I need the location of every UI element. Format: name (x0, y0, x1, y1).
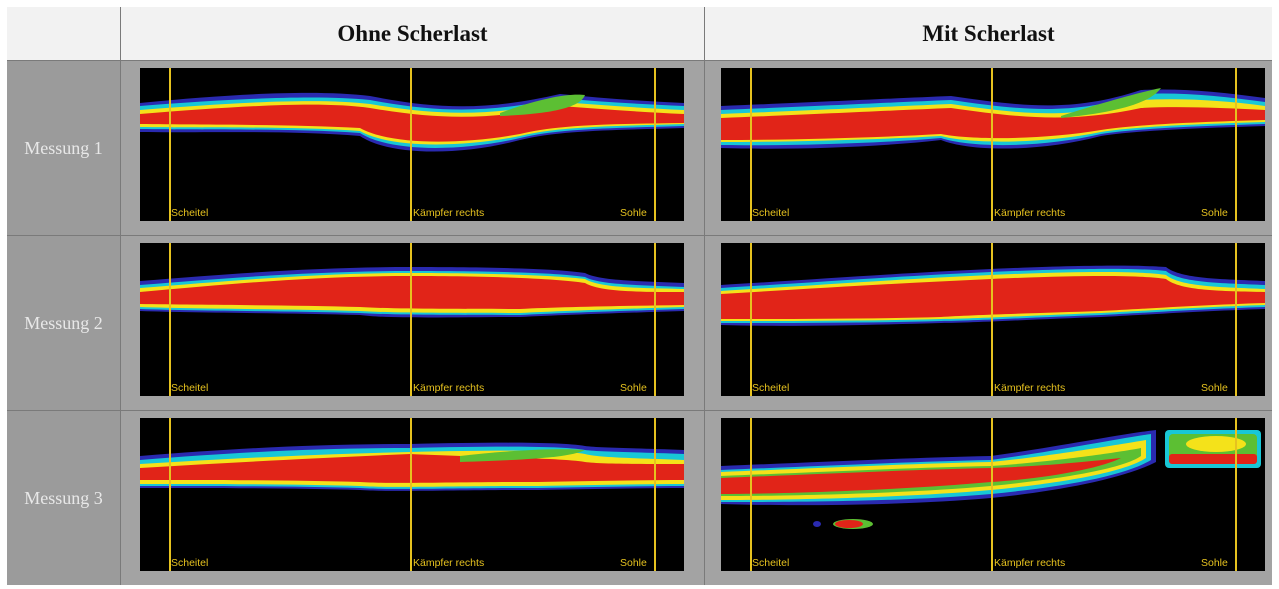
pressure-map: Scheitel Kämpfer rechts Sohle (140, 68, 684, 221)
grid-divider (120, 7, 121, 585)
marker-line-kaempfer (991, 418, 993, 571)
marker-line-sohle (1235, 68, 1237, 221)
label-scheitel: Scheitel (171, 382, 209, 394)
marker-line-kaempfer (410, 243, 412, 396)
label-scheitel: Scheitel (752, 207, 790, 219)
cell-m2-mit: Scheitel Kämpfer rechts Sohle (705, 236, 1272, 410)
label-scheitel: Scheitel (752, 382, 790, 394)
marker-line-scheitel (750, 418, 752, 571)
marker-line-scheitel (750, 68, 752, 221)
grid-divider (704, 7, 705, 585)
column-header-ohne-scherlast: Ohne Scherlast (121, 7, 704, 60)
cell-m2-ohne: Scheitel Kämpfer rechts Sohle (121, 236, 704, 410)
results-table: Ohne Scherlast Mit Scherlast Messung 1 M… (7, 7, 1272, 585)
label-kaempfer-rechts: Kämpfer rechts (413, 557, 485, 569)
label-scheitel: Scheitel (171, 207, 209, 219)
label-kaempfer-rechts: Kämpfer rechts (994, 207, 1066, 219)
label-sohle: Sohle (620, 382, 647, 394)
label-scheitel: Scheitel (171, 557, 209, 569)
grid-divider (7, 410, 1272, 411)
pressure-map: Scheitel Kämpfer rechts Sohle (721, 68, 1265, 221)
marker-line-scheitel (169, 243, 171, 396)
grid-divider (7, 60, 1272, 61)
pressure-map: Scheitel Kämpfer rechts Sohle (721, 243, 1265, 396)
marker-line-sohle (654, 243, 656, 396)
marker-line-kaempfer (410, 68, 412, 221)
pressure-map: Scheitel Kämpfer rechts Sohle (140, 418, 684, 571)
grid-divider (7, 235, 1272, 236)
column-header-mit-scherlast: Mit Scherlast (705, 7, 1272, 60)
marker-line-sohle (1235, 418, 1237, 571)
marker-line-kaempfer (991, 243, 993, 396)
label-sohle: Sohle (1201, 557, 1228, 569)
cell-m1-mit: Scheitel Kämpfer rechts Sohle (705, 61, 1272, 235)
cell-m3-mit: Scheitel Kämpfer rechts Sohle (705, 411, 1272, 585)
label-kaempfer-rechts: Kämpfer rechts (413, 207, 485, 219)
label-sohle: Sohle (620, 207, 647, 219)
marker-line-sohle (654, 418, 656, 571)
marker-line-sohle (1235, 243, 1237, 396)
table-corner (7, 7, 120, 60)
pressure-band (721, 265, 1265, 326)
pressure-band (140, 267, 684, 318)
marker-line-scheitel (169, 418, 171, 571)
label-kaempfer-rechts: Kämpfer rechts (994, 557, 1066, 569)
row-header-messung-3: Messung 3 (7, 411, 120, 585)
label-sohle: Sohle (1201, 207, 1228, 219)
pressure-band (140, 92, 684, 152)
pressure-map: Scheitel Kämpfer rechts Sohle (140, 243, 684, 396)
pressure-band (721, 430, 1261, 529)
label-sohle: Sohle (620, 557, 647, 569)
pressure-map: Scheitel Kämpfer rechts Sohle (721, 418, 1265, 571)
marker-line-kaempfer (410, 418, 412, 571)
cell-m1-ohne: Scheitel Kämpfer rechts Sohle (121, 61, 704, 235)
pressure-band (721, 88, 1265, 149)
label-scheitel: Scheitel (752, 557, 790, 569)
marker-line-scheitel (169, 68, 171, 221)
label-sohle: Sohle (1201, 382, 1228, 394)
cell-m3-ohne: Scheitel Kämpfer rechts Sohle (121, 411, 704, 585)
row-header-messung-1: Messung 1 (7, 61, 120, 235)
row-header-messung-2: Messung 2 (7, 236, 120, 410)
marker-line-scheitel (750, 243, 752, 396)
marker-line-sohle (654, 68, 656, 221)
marker-line-kaempfer (991, 68, 993, 221)
label-kaempfer-rechts: Kämpfer rechts (994, 382, 1066, 394)
label-kaempfer-rechts: Kämpfer rechts (413, 382, 485, 394)
pressure-band (140, 442, 684, 491)
